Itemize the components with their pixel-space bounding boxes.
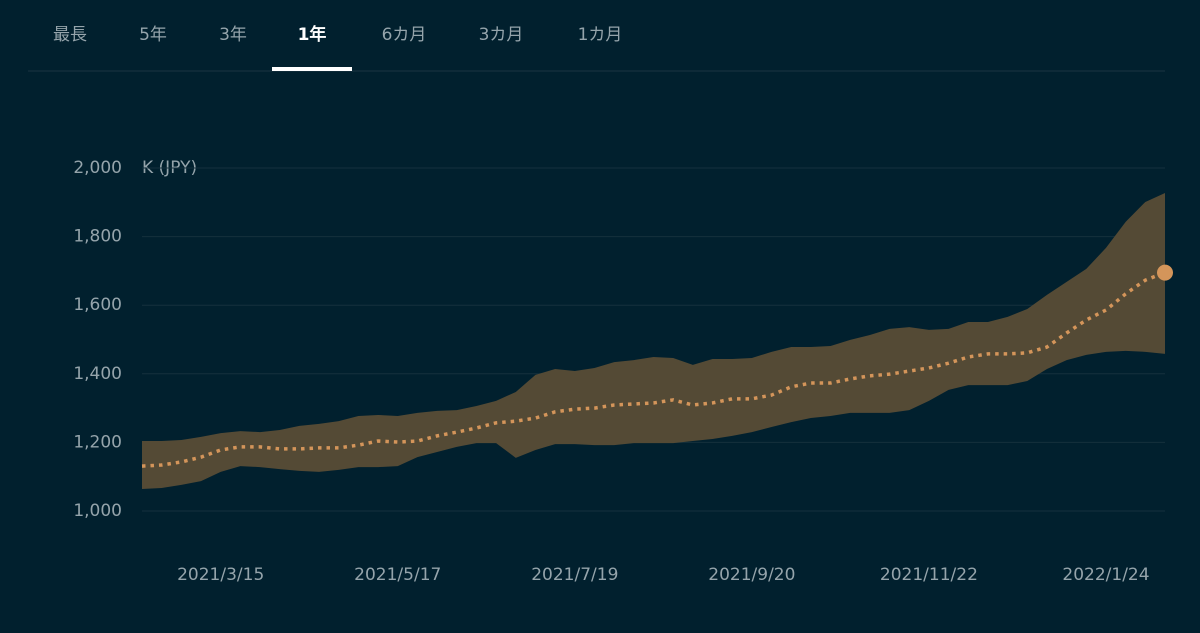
tab-bar: 最長 5年 3年 1年 6カ月 3カ月 1カ月 xyxy=(53,24,622,71)
y-tick-label: 1,800 xyxy=(73,227,122,247)
x-tick-label: 2021/11/22 xyxy=(880,565,978,585)
y-tick-label: 1,000 xyxy=(73,501,122,521)
x-tick-label: 2021/5/17 xyxy=(354,565,441,585)
chart: K (JPY) 1,0001,2001,4001,6001,8002,00020… xyxy=(73,158,1173,585)
tab[interactable]: 3カ月 xyxy=(479,25,524,45)
tab[interactable]: 最長 xyxy=(53,25,87,45)
tab[interactable]: 5年 xyxy=(139,25,167,45)
y-tick-label: 2,000 xyxy=(73,158,122,178)
x-tick-label: 2021/7/19 xyxy=(531,565,618,585)
confidence-band xyxy=(142,193,1165,490)
series-line xyxy=(141,270,1166,468)
tab[interactable]: 1年 xyxy=(298,24,327,45)
y-tick-label: 1,200 xyxy=(73,432,122,452)
end-marker xyxy=(1157,264,1173,281)
tab-underline xyxy=(272,67,352,71)
tab[interactable]: 1カ月 xyxy=(578,25,623,45)
x-tick-label: 2021/3/15 xyxy=(177,565,264,585)
x-tick-label: 2022/1/24 xyxy=(1062,565,1149,585)
y-tick-label: 1,600 xyxy=(73,295,122,315)
tab[interactable]: 6カ月 xyxy=(382,25,427,45)
x-tick-label: 2021/9/20 xyxy=(708,565,795,585)
tab[interactable]: 3年 xyxy=(219,25,247,45)
y-tick-label: 1,400 xyxy=(73,364,122,384)
